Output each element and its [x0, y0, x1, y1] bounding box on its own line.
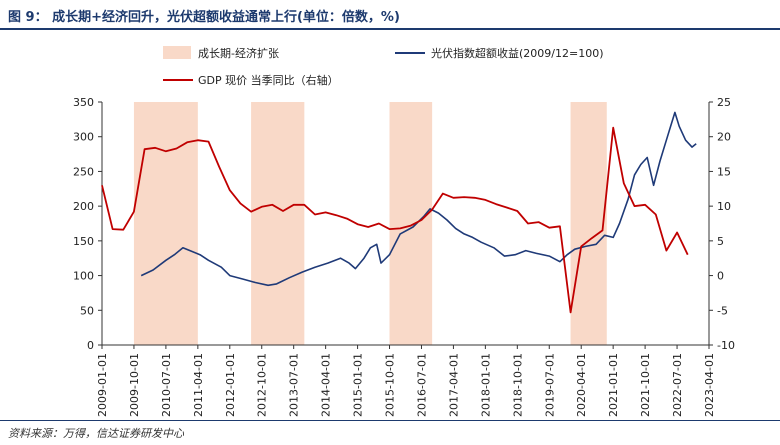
x-tick-label: 2010-07-01: [160, 353, 173, 417]
legend: 成长期-经济扩张 光伏指数超额收益(2009/12=100) GDP 现价 当季…: [163, 46, 604, 87]
x-tick-label: 2021-01-01: [607, 353, 620, 417]
y-left-tick-label: 200: [73, 200, 94, 213]
y-left-tick-label: 350: [73, 96, 94, 109]
x-tick-label: 2012-01-01: [224, 353, 237, 417]
x-tick-label: 2009-01-01: [96, 353, 109, 417]
y-left-ticks: 0 50 100 150 200 250 300 350: [73, 96, 102, 352]
expansion-band-4: [570, 102, 607, 345]
legend-band-swatch: [163, 46, 191, 59]
y-right-ticks: -10 -5 0 5 10 15 20 25: [709, 96, 735, 352]
x-tick-label: 2017-04-01: [447, 353, 460, 417]
legend-index-label: 光伏指数超额收益(2009/12=100): [431, 46, 604, 60]
series-line-index: [140, 111, 697, 287]
y-right-tick-label: 15: [717, 165, 731, 178]
title-bar: 图 9： 成长期+经济回升，光伏超额收益通常上行(单位：倍数，%): [0, 0, 780, 30]
x-tick-label: 2014-04-01: [320, 353, 333, 417]
expansion-band-1: [133, 102, 198, 345]
y-right-tick-label: 25: [717, 96, 731, 109]
y-left-tick-label: 150: [73, 235, 94, 248]
legend-gdp-label: GDP 现价 当季同比（右轴）: [198, 73, 339, 87]
x-tick-label: 2013-07-01: [288, 353, 301, 417]
x-tick-label: 2009-10-01: [128, 353, 141, 417]
y-right-tick-label: -5: [717, 304, 728, 317]
legend-band-label: 成长期-经济扩张: [198, 46, 279, 60]
expansion-band-3: [389, 102, 433, 345]
y-right-tick-label: 10: [717, 200, 731, 213]
y-left-tick-label: 0: [87, 339, 94, 352]
x-tick-label: 2015-10-01: [384, 353, 397, 417]
y-left-tick-label: 100: [73, 270, 94, 283]
y-left-tick-label: 250: [73, 165, 94, 178]
y-left-tick-label: 50: [80, 304, 94, 317]
x-tick-label: 2015-01-01: [352, 353, 365, 417]
x-tick-label: 2019-07-01: [543, 353, 556, 417]
x-tick-label: 2018-10-01: [511, 353, 524, 417]
y-right-tick-label: 5: [717, 235, 724, 248]
x-ticks: 2009-01-01 2009-10-01 2010-07-01 2011-04-01…: [96, 345, 716, 417]
y-right-tick-label: 0: [717, 270, 724, 283]
x-tick-label: 2018-01-01: [479, 353, 492, 417]
x-tick-label: 2020-04-01: [575, 353, 588, 417]
x-tick-label: 2023-04-01: [703, 353, 716, 417]
x-tick-label: 2012-10-01: [256, 353, 269, 417]
series-line-gdp: [101, 126, 689, 314]
expansion-band-2: [251, 102, 305, 345]
chart-title: 图 9： 成长期+经济回升，光伏超额收益通常上行(单位：倍数，%): [8, 10, 400, 25]
y-right-tick-label: -10: [717, 339, 735, 352]
x-tick-label: 2021-10-01: [639, 353, 652, 417]
y-right-tick-label: 20: [717, 131, 731, 144]
y-left-tick-label: 300: [73, 131, 94, 144]
x-tick-label: 2011-04-01: [192, 353, 205, 417]
x-tick-label: 2016-07-01: [415, 353, 428, 417]
axes: [101, 102, 710, 346]
series-lines: [101, 111, 697, 314]
expansion-bands: [133, 102, 607, 345]
source-note: 资料来源：万得，信达证券研发中心: [8, 427, 184, 440]
x-tick-label: 2022-07-01: [671, 353, 684, 417]
footer-divider: [0, 420, 780, 421]
